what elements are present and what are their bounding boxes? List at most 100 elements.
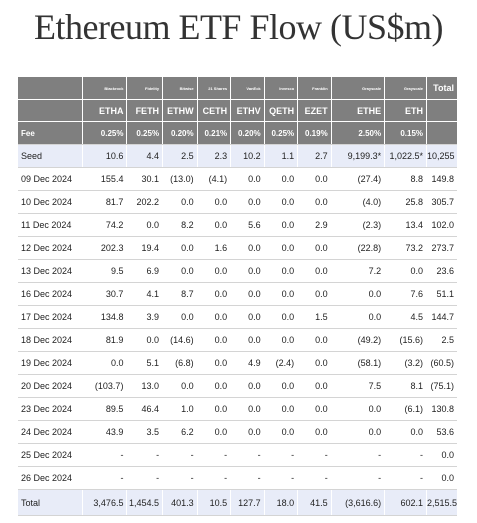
flow-value: - [82,466,127,490]
flow-value: 0.0 [263,305,298,329]
table-row: 11 Dec 2024 74.2 0.0 8.2 0.0 5.6 0.0 2.9 (2.3) 13… [18,213,457,237]
flow-value: 13.4 [384,213,427,237]
row-total-value: 102.0 [426,213,457,237]
flow-value: 0.0 [330,305,385,329]
fee-value: 0.15% [384,121,427,145]
table-row: 25 Dec 2024- - - - - - - - -0.0 [18,443,457,467]
flow-value: 202.2 [126,190,163,214]
table-row: 09 Dec 2024 155.4 30.1 (13.0) (4.1) 0.0 0.0 0.0… [18,167,457,191]
flow-value: (27.4) [330,167,385,191]
total-value: 127.7 [230,489,265,516]
flow-value: 0.0 [196,213,231,237]
total-value: 1,454.5 [126,489,163,516]
flow-value: 10.2 [230,144,265,168]
flow-value: 8.8 [384,167,427,191]
row-label: 26 Dec 2024 [18,466,83,490]
flow-value: 10.6 [82,144,127,168]
flow-value: 0.0 [263,397,298,421]
ticker-symbol: FETH [126,99,163,122]
flow-value: 30.7 [82,282,127,306]
flow-value: (15.6) [384,328,427,352]
flow-value: - [297,443,332,467]
empty-cell [426,99,457,122]
flow-value: 7.2 [330,259,385,283]
flow-value: 0.0 [230,259,265,283]
row-label: 11 Dec 2024 [18,213,83,237]
flow-value: 0.0 [297,374,332,398]
flow-value: - [230,466,265,490]
row-total-value: 305.7 [426,190,457,214]
flow-value: - [162,466,198,490]
flow-value: 0.0 [230,305,265,329]
row-total-value: 273.7 [426,236,457,260]
etf-flow-table: Blackrock Fidelity Bitwise 21 Shares VanEck I… [18,77,457,516]
flow-value: 0.0 [263,420,298,444]
flow-value: - [330,466,385,490]
flow-value: 0.0 [196,259,231,283]
row-label: 17 Dec 2024 [18,305,83,329]
issuer-name: Grayscale [384,77,427,100]
table-row: 23 Dec 2024 89.5 46.4 1.0 0.0 0.0 0.0 0.0 0.0 (6.… [18,397,457,421]
flow-value: 0.0 [263,374,298,398]
row-total-value: 2.5 [426,328,457,352]
flow-value: 0.0 [330,282,385,306]
total-value: 41.5 [297,489,332,516]
total-value: 3,476.5 [82,489,127,516]
flow-value: 0.0 [162,236,198,260]
flow-value: 1,022.5* [384,144,427,168]
flow-value: 25.8 [384,190,427,214]
ticker-symbol: ETHE [330,99,385,122]
row-total-value: 23.6 [426,259,457,283]
flow-value: 0.0 [297,328,332,352]
flow-value: 0.0 [297,167,332,191]
ticker-symbol: QETH [263,99,298,122]
issuer-name: Blackrock [82,77,127,100]
flow-value: 0.0 [263,259,298,283]
flow-value: 2.7 [297,144,332,168]
flow-value: 0.0 [230,236,265,260]
flow-value: 2.9 [297,213,332,237]
flow-value: 0.0 [230,397,265,421]
issuer-name: Invesco [263,77,298,100]
table-row: 16 Dec 2024 30.7 4.1 8.7 0.0 0.0 0.0 0.0 0.0 7.6 5… [18,282,457,306]
flow-value: 8.7 [162,282,198,306]
flow-value: 0.0 [196,328,231,352]
flow-value: (3.2) [384,351,427,375]
row-total-value: 10,255 [426,144,457,168]
fee-value: 0.20% [162,121,198,145]
row-total-value: 130.8 [426,397,457,421]
flow-value: 7.6 [384,282,427,306]
flow-value: 81.9 [82,328,127,352]
flow-value: 8.1 [384,374,427,398]
flow-value: 89.5 [82,397,127,421]
flow-value: 0.0 [196,190,231,214]
flow-value: 4.9 [230,351,265,375]
flow-value: (2.3) [330,213,385,237]
flow-value: 0.0 [162,305,198,329]
flow-value: 0.0 [126,213,163,237]
flow-value: 5.1 [126,351,163,375]
flow-value: (49.2) [330,328,385,352]
flow-value: 81.7 [82,190,127,214]
fee-label: Fee [18,121,83,145]
flow-value: 0.0 [263,282,298,306]
row-total-value: (75.1) [426,374,457,398]
flow-value: 6.2 [162,420,198,444]
flow-value: 202.3 [82,236,127,260]
fee-value: 0.25% [263,121,298,145]
flow-value: (14.6) [162,328,198,352]
flow-value: 1.5 [297,305,332,329]
total-value: (3,616.6) [330,489,385,516]
flow-value: (6.8) [162,351,198,375]
flow-value: (13.0) [162,167,198,191]
fee-row: Fee 0.25% 0.25% 0.20% 0.21% 0.20% 0.25% 0.19% 2.… [18,121,457,145]
flow-value: 0.0 [162,190,198,214]
flow-value: (103.7) [82,374,127,398]
ticker-header-row: ETHA FETH ETHW CETH ETHV QETH EZET ETHE ETH [18,99,457,122]
row-label: 20 Dec 2024 [18,374,83,398]
flow-value: (4.1) [196,167,231,191]
total-column-header: Total [426,77,457,100]
flow-value: - [126,466,163,490]
flow-value: 0.0 [330,397,385,421]
flow-value: 0.0 [297,351,332,375]
